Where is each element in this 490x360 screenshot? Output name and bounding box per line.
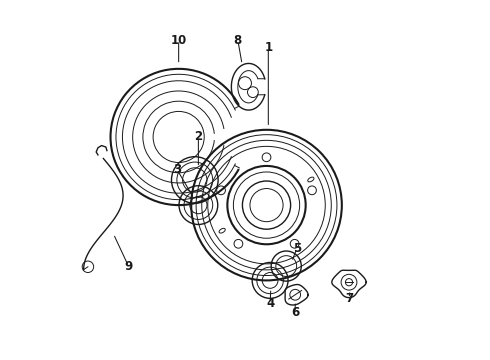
Text: 8: 8 [234, 33, 242, 47]
Text: 9: 9 [124, 260, 133, 273]
Text: 7: 7 [345, 292, 353, 305]
Text: 4: 4 [266, 297, 274, 310]
Text: 5: 5 [293, 242, 301, 255]
Text: 3: 3 [173, 163, 181, 176]
Text: 10: 10 [171, 33, 187, 47]
Text: 1: 1 [264, 41, 272, 54]
Text: 6: 6 [291, 306, 299, 319]
Text: 2: 2 [195, 130, 202, 144]
